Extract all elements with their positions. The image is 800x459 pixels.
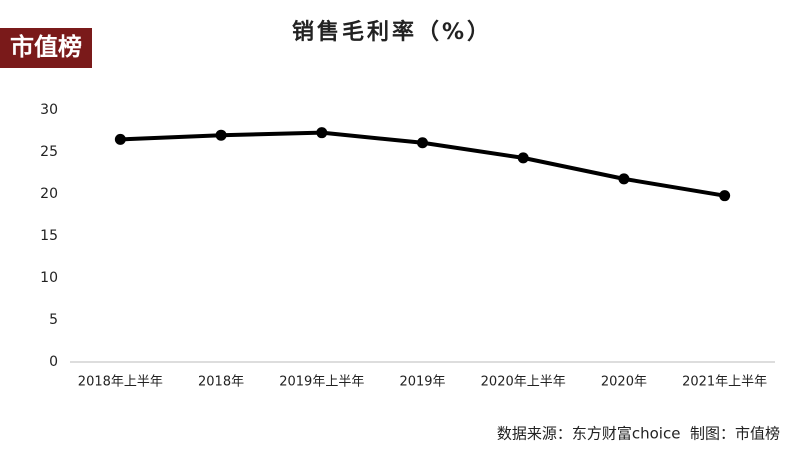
point [114, 133, 126, 145]
source: 数据来源：东方财富choice 制图：市值榜 [497, 425, 780, 443]
point [719, 190, 731, 202]
point [316, 127, 328, 139]
x-tick-label: 2018年 [198, 375, 244, 390]
y-tick-label: 5 [49, 312, 58, 328]
point [517, 152, 529, 164]
point [417, 137, 428, 149]
logo: 市值榜 [10, 33, 82, 61]
y-tick-label: 0 [49, 354, 58, 370]
x-tick-label: 2020年上半年 [481, 375, 566, 390]
point [215, 129, 227, 141]
logo-box [0, 28, 92, 68]
x-tick-label: 2018年上半年 [78, 375, 163, 390]
y-tick-label: 10 [40, 270, 58, 286]
x-tick-label: 2019年上半年 [279, 375, 364, 390]
y-tick-label: 20 [40, 186, 58, 202]
x-tick-label: 2021年上半年 [682, 375, 767, 390]
x-tick-label: 2020年 [601, 375, 647, 390]
y-tick-label: 30 [40, 102, 58, 118]
point [618, 173, 630, 185]
x-tick-label: 2019年 [399, 375, 445, 390]
y-tick-label: 25 [40, 144, 58, 160]
y-tick-label: 15 [40, 228, 58, 244]
chart-title: 销售毛利率（%） [292, 19, 492, 45]
